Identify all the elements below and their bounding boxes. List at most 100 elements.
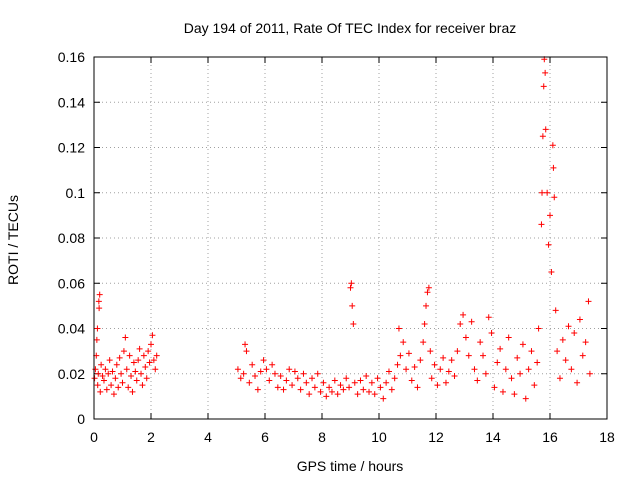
data-point bbox=[119, 379, 126, 386]
data-point bbox=[280, 386, 287, 393]
data-point bbox=[103, 386, 110, 393]
data-point bbox=[424, 289, 431, 296]
data-point bbox=[96, 305, 103, 312]
x-tick-label: 4 bbox=[204, 429, 212, 445]
data-point bbox=[485, 314, 492, 321]
data-point bbox=[391, 375, 398, 382]
data-point bbox=[542, 126, 549, 133]
data-point bbox=[98, 361, 105, 368]
data-point bbox=[246, 379, 253, 386]
data-point bbox=[525, 366, 532, 373]
data-point bbox=[565, 323, 572, 330]
data-point bbox=[343, 375, 350, 382]
data-point bbox=[314, 370, 321, 377]
data-point bbox=[102, 366, 109, 373]
data-point bbox=[371, 391, 378, 398]
data-point bbox=[448, 357, 455, 364]
data-point bbox=[294, 375, 301, 382]
data-point bbox=[340, 386, 347, 393]
data-point bbox=[451, 373, 458, 380]
data-point bbox=[274, 384, 281, 391]
data-point bbox=[586, 370, 593, 377]
data-point bbox=[579, 352, 586, 359]
data-point bbox=[383, 379, 390, 386]
data-point bbox=[405, 350, 412, 357]
data-point bbox=[517, 370, 524, 377]
data-point bbox=[277, 373, 284, 380]
data-point bbox=[497, 345, 504, 352]
data-point bbox=[249, 361, 256, 368]
data-point bbox=[488, 330, 495, 337]
data-point bbox=[123, 366, 130, 373]
data-point bbox=[323, 393, 330, 400]
data-point bbox=[260, 357, 267, 364]
data-point bbox=[585, 298, 592, 305]
data-point bbox=[326, 384, 333, 391]
data-point bbox=[126, 352, 133, 359]
data-point bbox=[551, 194, 558, 201]
data-point bbox=[434, 382, 441, 389]
data-point bbox=[531, 382, 538, 389]
data-point bbox=[519, 341, 526, 348]
data-point bbox=[153, 352, 160, 359]
data-point bbox=[311, 384, 318, 391]
data-point bbox=[136, 345, 143, 352]
x-tick-label: 6 bbox=[261, 429, 269, 445]
data-point bbox=[100, 377, 107, 384]
data-point bbox=[303, 379, 310, 386]
y-tick-label: 0.06 bbox=[58, 275, 85, 291]
data-point bbox=[149, 332, 156, 339]
data-point bbox=[442, 379, 449, 386]
data-point bbox=[388, 386, 395, 393]
data-point bbox=[97, 388, 104, 395]
data-point bbox=[427, 348, 434, 355]
data-point bbox=[549, 142, 556, 149]
data-point bbox=[550, 164, 557, 171]
data-point bbox=[480, 352, 487, 359]
data-point bbox=[395, 325, 402, 332]
data-point bbox=[437, 366, 444, 373]
data-point bbox=[420, 339, 427, 346]
data-point bbox=[266, 377, 273, 384]
data-point bbox=[474, 377, 481, 384]
data-point bbox=[351, 379, 358, 386]
data-point bbox=[559, 336, 566, 343]
data-point bbox=[94, 382, 101, 389]
data-point bbox=[148, 341, 154, 348]
data-point bbox=[462, 334, 469, 341]
data-point bbox=[145, 348, 152, 355]
data-point bbox=[242, 341, 249, 348]
data-point bbox=[522, 395, 529, 402]
data-point bbox=[417, 357, 424, 364]
x-tick-label: 10 bbox=[371, 429, 387, 445]
data-point bbox=[108, 382, 115, 389]
data-point bbox=[494, 359, 501, 366]
data-point bbox=[540, 83, 547, 90]
data-point bbox=[150, 357, 157, 364]
data-point bbox=[91, 375, 98, 382]
y-tick-label: 0.08 bbox=[58, 230, 85, 246]
data-point bbox=[331, 377, 338, 384]
data-point bbox=[357, 377, 364, 384]
x-tick-label: 2 bbox=[147, 429, 155, 445]
data-point bbox=[237, 375, 244, 382]
data-point bbox=[99, 373, 106, 380]
data-point bbox=[128, 373, 135, 380]
data-point bbox=[257, 368, 264, 375]
data-point bbox=[243, 348, 250, 355]
data-point bbox=[146, 359, 153, 366]
data-point bbox=[468, 318, 475, 325]
data-point bbox=[135, 357, 142, 364]
data-point bbox=[130, 359, 137, 366]
data-point bbox=[491, 384, 498, 391]
y-tick-label: 0.04 bbox=[58, 321, 85, 337]
data-point bbox=[414, 384, 421, 391]
data-point bbox=[539, 133, 546, 140]
data-point bbox=[545, 241, 552, 248]
data-point bbox=[120, 348, 127, 355]
data-point bbox=[125, 384, 132, 391]
data-point bbox=[562, 357, 569, 364]
y-tick-label: 0.12 bbox=[58, 140, 85, 156]
data-point bbox=[514, 354, 521, 361]
data-point bbox=[96, 291, 103, 298]
